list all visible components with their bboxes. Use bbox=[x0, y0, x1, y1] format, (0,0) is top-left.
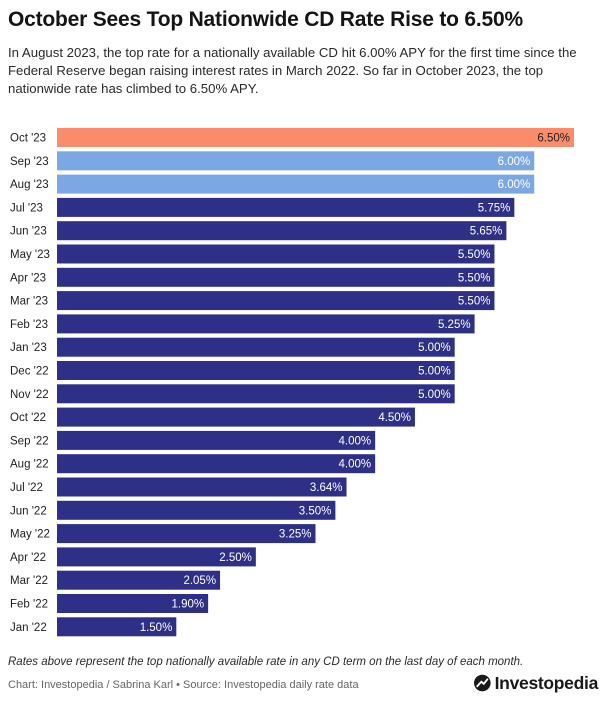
bar bbox=[57, 151, 535, 171]
bar bbox=[57, 267, 495, 287]
chart-subtitle: In August 2023, the top rate for a natio… bbox=[8, 45, 577, 96]
data-label: 5.50% bbox=[458, 272, 491, 284]
y-tick-label: Feb '23 bbox=[10, 319, 48, 331]
chart-title: October Sees Top Nationwide CD Rate Rise… bbox=[8, 8, 523, 31]
data-label: 3.25% bbox=[279, 529, 312, 541]
data-label: 5.65% bbox=[470, 226, 503, 238]
y-tick-label: Jul '23 bbox=[10, 202, 43, 214]
y-tick-label: May '23 bbox=[10, 249, 50, 261]
bar bbox=[57, 430, 376, 450]
data-label: 5.25% bbox=[438, 319, 471, 331]
y-tick-label: Mar '22 bbox=[10, 575, 48, 587]
bar bbox=[57, 454, 376, 474]
data-label: 3.50% bbox=[299, 505, 332, 517]
data-label: 5.50% bbox=[458, 249, 491, 261]
data-label: 2.50% bbox=[219, 552, 252, 564]
bar bbox=[57, 524, 316, 544]
bar bbox=[57, 337, 455, 357]
data-label: 5.50% bbox=[458, 296, 491, 308]
bar bbox=[57, 500, 336, 520]
investopedia-logo-icon bbox=[474, 674, 491, 692]
data-label: 1.50% bbox=[140, 622, 173, 634]
chart-footnote: Rates above represent the top nationally… bbox=[8, 656, 524, 668]
bar bbox=[57, 291, 495, 311]
data-label: 3.64% bbox=[310, 482, 343, 494]
y-tick-label: Mar '23 bbox=[10, 296, 48, 308]
y-tick-label: Oct '22 bbox=[10, 412, 46, 424]
y-tick-label: Feb '22 bbox=[10, 599, 48, 611]
bar bbox=[57, 594, 209, 613]
data-label: 5.75% bbox=[478, 202, 511, 214]
y-tick-label: Aug '22 bbox=[10, 459, 49, 471]
bar bbox=[57, 361, 455, 380]
data-label: 5.00% bbox=[418, 342, 451, 354]
y-tick-label: Jan '23 bbox=[10, 342, 47, 354]
data-label: 2.05% bbox=[183, 575, 216, 587]
y-tick-label: Jul '22 bbox=[10, 482, 43, 494]
y-tick-label: Dec '22 bbox=[10, 366, 49, 378]
bar bbox=[57, 547, 256, 567]
bar bbox=[57, 477, 347, 497]
y-tick-label: May '22 bbox=[10, 529, 50, 541]
bar bbox=[57, 384, 455, 404]
y-tick-label: Jun '23 bbox=[10, 226, 47, 238]
y-tick-label: Nov '22 bbox=[10, 389, 49, 401]
bar-chart: Oct '23 6.50% Sep '23 6.00% Aug '23 6.00% Jul … bbox=[10, 128, 574, 637]
bar bbox=[57, 570, 221, 590]
data-label: 4.00% bbox=[339, 459, 372, 471]
data-label: 5.00% bbox=[418, 366, 451, 378]
data-label: 6.00% bbox=[498, 179, 531, 191]
y-tick-label: Oct '23 bbox=[10, 133, 46, 145]
y-tick-label: Sep '23 bbox=[10, 156, 49, 168]
bar bbox=[57, 314, 475, 334]
bar bbox=[57, 244, 495, 264]
brand-name: Investopedia bbox=[494, 672, 599, 693]
chart-source: Chart: Investopedia / Sabrina Karl • Sou… bbox=[8, 679, 359, 691]
y-tick-label: Aug '23 bbox=[10, 179, 49, 191]
data-label: 4.50% bbox=[378, 412, 411, 424]
data-label: 4.00% bbox=[339, 435, 372, 447]
bar bbox=[57, 407, 415, 427]
y-tick-label: Jan '22 bbox=[10, 622, 47, 634]
data-label: 1.90% bbox=[172, 599, 205, 611]
brand-logo: Investopedia bbox=[474, 670, 598, 696]
y-tick-label: Sep '22 bbox=[10, 435, 49, 447]
data-label: 6.00% bbox=[498, 156, 531, 168]
data-label: 5.00% bbox=[418, 389, 451, 401]
y-tick-label: Apr '22 bbox=[10, 552, 46, 564]
y-tick-label: Jun '22 bbox=[10, 505, 47, 517]
bar bbox=[57, 174, 535, 194]
bar bbox=[57, 617, 177, 637]
data-label: 6.50% bbox=[537, 133, 570, 145]
y-tick-label: Apr '23 bbox=[10, 272, 46, 284]
bar bbox=[57, 221, 507, 241]
bar bbox=[57, 128, 574, 147]
bar bbox=[57, 197, 515, 217]
